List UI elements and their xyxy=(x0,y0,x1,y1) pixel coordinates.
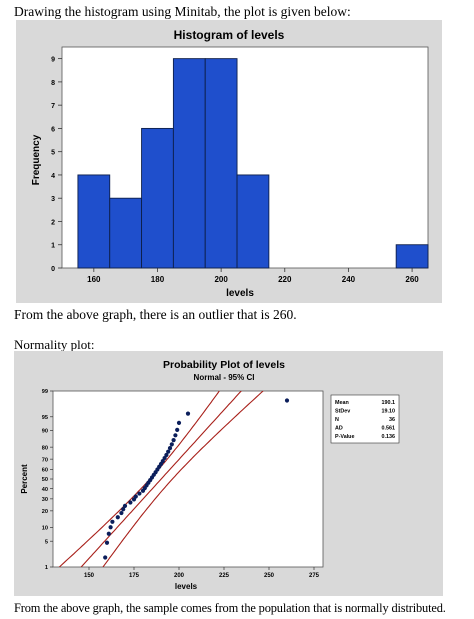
x-tick-label: 160 xyxy=(87,275,101,284)
probability-plot-subtitle: Normal - 95% CI xyxy=(194,373,255,382)
y-tick-label: 5 xyxy=(51,150,55,157)
y-tick-label: 99 xyxy=(42,389,48,395)
data-point xyxy=(103,555,108,560)
probability-plot-x-label: levels xyxy=(175,582,198,591)
data-point xyxy=(176,420,182,425)
data-point xyxy=(167,445,173,451)
statistic-label: P-Value xyxy=(335,434,354,440)
y-tick-label: 9 xyxy=(51,57,55,64)
probability-plot-title: Probability Plot of levels xyxy=(163,359,285,371)
y-tick-label: 6 xyxy=(51,126,55,133)
normality-heading: Normality plot: xyxy=(14,337,95,352)
data-point xyxy=(104,540,110,545)
data-point xyxy=(175,427,180,432)
histogram-bar xyxy=(236,174,270,269)
y-tick-label: 1 xyxy=(45,565,48,571)
statistic-label: StDev xyxy=(335,409,350,415)
data-point xyxy=(185,411,191,416)
x-tick-label: 200 xyxy=(214,275,228,284)
statistic-label: N xyxy=(335,417,339,423)
x-tick-label: 220 xyxy=(278,275,292,284)
probability-plot-area xyxy=(52,390,324,568)
x-tick-label: 250 xyxy=(264,573,275,579)
x-tick-label: 260 xyxy=(405,275,419,284)
y-tick-label: 0 xyxy=(51,266,55,273)
y-tick-label: 50 xyxy=(42,477,48,483)
y-tick-label: 90 xyxy=(42,429,48,435)
x-tick-label: 180 xyxy=(151,275,165,284)
data-point xyxy=(169,442,174,447)
data-point xyxy=(171,438,176,443)
x-tick-label: 175 xyxy=(129,573,140,579)
data-point xyxy=(164,452,169,458)
data-point xyxy=(166,449,171,454)
histogram-y-label: Frequency xyxy=(31,134,42,185)
ci-upper-line xyxy=(102,391,264,567)
histogram-x-label: levels xyxy=(226,288,254,299)
y-tick-label: 5 xyxy=(45,539,48,545)
y-tick-label: 70 xyxy=(42,457,48,463)
data-point xyxy=(119,510,124,516)
data-point xyxy=(160,458,165,464)
y-tick-label: 8 xyxy=(51,80,55,87)
x-tick-label: 225 xyxy=(219,573,230,579)
histogram-bar xyxy=(141,127,174,269)
conclusion-text: From the above graph, the sample comes f… xyxy=(14,601,446,615)
data-point xyxy=(122,503,128,508)
histogram-title: Histogram of levels xyxy=(174,28,285,42)
y-tick-label: 20 xyxy=(42,509,48,515)
data-point xyxy=(108,525,113,530)
statistic-value: 190.1 xyxy=(382,400,396,406)
data-point xyxy=(173,433,178,438)
probability-plot-chart: Probability Plot of levels Normal - 95% … xyxy=(20,359,400,591)
data-point xyxy=(133,494,138,499)
data-point xyxy=(284,398,290,403)
statistics-box: Mean 190.1 StDev 19.10 N 36 AD 0.561 P-Value 0.13… xyxy=(330,394,400,444)
data-point xyxy=(121,507,126,512)
data-point xyxy=(106,531,111,536)
data-point xyxy=(162,455,167,461)
histogram-figure: Histogram of levels 160 180 200 220 240 260 0… xyxy=(16,20,442,303)
statistic-label: AD xyxy=(335,426,343,432)
outlier-note: From the above graph, there is an outlie… xyxy=(14,307,297,322)
y-tick-label: 80 xyxy=(42,445,48,451)
y-tick-label: 4 xyxy=(51,173,55,180)
data-point xyxy=(137,491,142,496)
y-tick-label: 2 xyxy=(51,219,55,226)
data-point xyxy=(128,500,133,505)
y-tick-label: 1 xyxy=(51,243,55,250)
x-tick-label: 275 xyxy=(309,573,320,579)
probability-plot-figure: Probability Plot of levels Normal - 95% … xyxy=(14,351,443,596)
histogram-chart: Histogram of levels 160 180 200 220 240 260 0… xyxy=(31,28,429,299)
intro-text: Drawing the histogram using Minitab, the… xyxy=(14,4,351,19)
fitted-line xyxy=(80,391,242,567)
y-tick-label: 7 xyxy=(51,103,55,110)
statistics-box-frame xyxy=(330,394,400,444)
statistic-value: 36 xyxy=(389,417,395,423)
statistic-label: Mean xyxy=(335,400,349,406)
histogram-bar xyxy=(109,197,143,269)
y-tick-label: 40 xyxy=(42,487,48,493)
histogram-bar xyxy=(77,174,111,269)
data-point xyxy=(110,519,115,524)
x-tick-label: 240 xyxy=(342,275,356,284)
statistic-value: 19.10 xyxy=(382,409,396,415)
statistic-value: 0.561 xyxy=(382,426,396,432)
y-tick-label: 95 xyxy=(42,415,48,421)
x-tick-label: 150 xyxy=(84,573,95,579)
probability-plot-y-label: Percent xyxy=(20,464,29,494)
y-tick-label: 10 xyxy=(42,526,48,532)
y-tick-label: 30 xyxy=(42,497,48,503)
histogram-bar xyxy=(204,58,238,269)
statistic-value: 0.136 xyxy=(382,434,396,440)
data-point xyxy=(115,515,120,520)
histogram-bar xyxy=(395,244,429,269)
x-tick-label: 200 xyxy=(174,573,185,579)
histogram-bar xyxy=(172,58,206,269)
y-tick-label: 60 xyxy=(42,468,48,474)
y-tick-label: 3 xyxy=(51,196,55,203)
